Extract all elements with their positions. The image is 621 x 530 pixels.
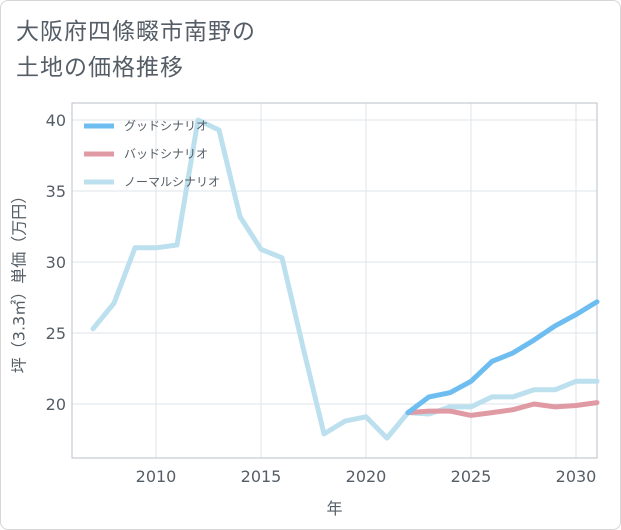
legend-label: グッドシナリオ: [124, 119, 208, 133]
series-line-0: [405, 299, 600, 416]
plot-frame: [71, 102, 598, 459]
legend-label: ノーマルシナリオ: [124, 175, 220, 189]
y-tick-label: 40: [46, 111, 66, 130]
x-tick-label: 2020: [346, 467, 387, 486]
y-tick-label: 25: [46, 324, 66, 343]
series-line-1: [405, 400, 600, 418]
y-tick-label: 35: [46, 182, 66, 201]
x-tick-label: 2015: [241, 467, 282, 486]
x-axis-label: 年: [326, 499, 342, 518]
x-tick-label: 2030: [556, 467, 597, 486]
chart-title-line1: 大阪府四條畷市南野の: [16, 19, 256, 45]
chart-title: 大阪府四條畷市南野の 土地の価格推移: [16, 14, 256, 86]
y-tick-label: 20: [46, 395, 66, 414]
series-layer: [90, 117, 600, 441]
y-axis-label: 坪（3.3㎡）単価（万円）: [10, 188, 29, 373]
y-tick-label: 30: [46, 253, 66, 272]
legend-label: バッドシナリオ: [124, 147, 208, 161]
x-tick-label: 2010: [136, 467, 177, 486]
x-tick-label: 2025: [451, 467, 492, 486]
chart-title-line2: 土地の価格推移: [16, 55, 184, 81]
grid-lines: [72, 103, 597, 458]
series-line-2: [90, 117, 600, 441]
